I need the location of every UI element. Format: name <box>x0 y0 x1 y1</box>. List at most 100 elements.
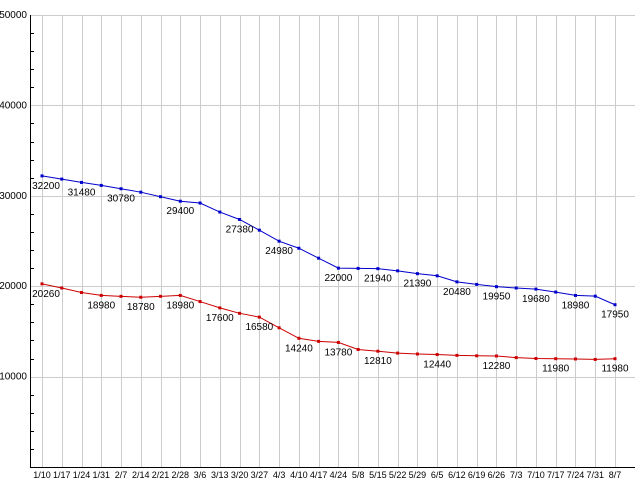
data-point-marker <box>218 306 222 310</box>
data-point-marker <box>593 357 597 361</box>
point-value-label: 22000 <box>324 273 352 284</box>
data-point-marker <box>178 293 182 297</box>
gridlines <box>30 15 635 467</box>
x-tick-label: 5/22 <box>389 470 407 480</box>
data-point-marker <box>376 349 380 353</box>
point-value-label: 21390 <box>404 279 432 290</box>
y-tick-label: 20000 <box>0 281 27 292</box>
x-tick-label: 4/10 <box>290 470 308 480</box>
data-point-marker <box>119 294 123 298</box>
point-value-label: 11980 <box>601 364 629 375</box>
data-point-marker <box>317 256 321 260</box>
x-tick-label: 3/20 <box>231 470 249 480</box>
axes <box>30 15 635 468</box>
data-point-marker <box>336 340 340 344</box>
series-blue: 32200 31480 30780 29400 27380 24980 22000 21940… <box>32 174 629 321</box>
series-line <box>41 283 616 360</box>
point-value-label: 17950 <box>601 310 629 321</box>
x-tick-label: 7/3 <box>510 470 523 480</box>
data-point-marker <box>198 201 202 205</box>
data-point-marker <box>99 293 103 297</box>
point-value-label: 32200 <box>32 181 60 192</box>
x-tick-label: 5/8 <box>352 470 365 480</box>
x-tick-label: 4/3 <box>273 470 286 480</box>
point-value-label: 14240 <box>285 343 313 354</box>
point-value-label: 31480 <box>68 187 96 198</box>
point-value-label: 19950 <box>483 292 511 303</box>
x-tick-label: 7/31 <box>586 470 604 480</box>
data-point-marker <box>297 246 301 250</box>
point-value-label: 24980 <box>265 246 293 257</box>
x-tick-label: 6/19 <box>468 470 486 480</box>
data-point-marker <box>415 352 419 356</box>
point-value-label: 18980 <box>166 300 194 311</box>
point-value-label: 19680 <box>522 294 550 305</box>
x-tick-label: 1/17 <box>53 470 71 480</box>
x-tick-label: 1/10 <box>33 470 51 480</box>
y-tick-label: 50000 <box>0 10 27 21</box>
x-tick-label: 5/29 <box>409 470 427 480</box>
point-value-label: 13780 <box>324 347 352 358</box>
x-tick-label: 5/15 <box>369 470 387 480</box>
data-point-marker <box>475 354 479 358</box>
data-point-marker <box>317 339 321 343</box>
y-tick-label: 40000 <box>0 100 27 111</box>
data-point-marker <box>435 274 439 278</box>
point-value-label: 12810 <box>364 356 392 367</box>
data-point-marker <box>159 195 163 199</box>
data-point-marker <box>257 315 261 319</box>
data-point-marker <box>40 282 44 286</box>
data-point-marker <box>613 303 617 307</box>
point-value-label: 18980 <box>562 300 590 311</box>
data-point-marker <box>573 357 577 361</box>
x-tick-label: 6/12 <box>448 470 466 480</box>
x-tick-label: 7/10 <box>527 470 545 480</box>
point-value-label: 18980 <box>87 300 115 311</box>
x-tick-label: 2/14 <box>132 470 150 480</box>
x-tick-label: 3/13 <box>211 470 229 480</box>
data-point-marker <box>218 210 222 214</box>
x-tick-label: 8/7 <box>609 470 622 480</box>
point-value-label: 17600 <box>206 313 234 324</box>
data-point-marker <box>494 285 498 289</box>
x-tick-label: 6/5 <box>431 470 444 480</box>
data-point-marker <box>238 217 242 221</box>
data-point-marker <box>159 294 163 298</box>
data-point-marker <box>336 266 340 270</box>
x-tick-label: 4/17 <box>310 470 328 480</box>
x-tick-label: 7/17 <box>547 470 565 480</box>
data-point-marker <box>494 354 498 358</box>
data-point-marker <box>238 311 242 315</box>
data-point-marker <box>514 286 518 290</box>
data-point-marker <box>534 357 538 361</box>
x-tick-label: 3/27 <box>251 470 269 480</box>
point-value-label: 29400 <box>166 206 194 217</box>
data-point-marker <box>139 295 143 299</box>
data-point-marker <box>573 293 577 297</box>
point-value-label: 21940 <box>364 274 392 285</box>
data-point-marker <box>356 266 360 270</box>
data-point-marker <box>178 199 182 203</box>
data-point-marker <box>396 351 400 355</box>
y-tick-label: 30000 <box>0 191 27 202</box>
point-value-label: 16580 <box>245 322 273 333</box>
data-point-marker <box>356 347 360 351</box>
data-point-marker <box>415 272 419 276</box>
x-tick-label: 7/24 <box>567 470 585 480</box>
point-value-label: 18780 <box>127 302 155 313</box>
x-tick-label: 2/21 <box>152 470 170 480</box>
data-point-marker <box>455 280 459 284</box>
point-value-label: 12280 <box>483 361 511 372</box>
point-value-label: 12440 <box>423 360 451 371</box>
x-axis-labels: 1/10 1/17 1/24 1/31 2/7 2/14 2/21 2/28 3/6 3/13 3/… <box>33 470 621 480</box>
point-value-label: 20260 <box>32 289 60 300</box>
data-point-marker <box>475 282 479 286</box>
point-value-label: 20480 <box>443 287 471 298</box>
series-line <box>41 175 616 306</box>
data-point-marker <box>198 300 202 304</box>
x-tick-label: 6/26 <box>488 470 506 480</box>
y-tick-label: 10000 <box>0 372 27 383</box>
data-point-marker <box>257 228 261 232</box>
